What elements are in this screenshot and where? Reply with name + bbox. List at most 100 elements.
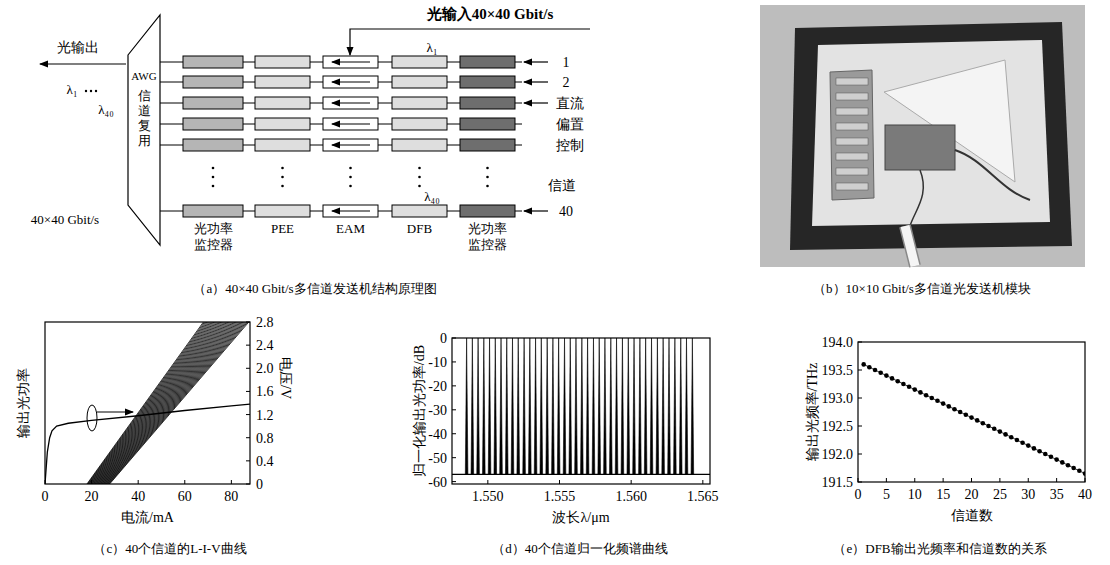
x-tick-label: 1.560 [615, 489, 647, 504]
spectral-peak [546, 338, 549, 474]
y-tick [452, 361, 456, 362]
data-point [1049, 455, 1054, 460]
data-line [87, 322, 203, 484]
data-point [1009, 435, 1014, 440]
x-axis-title: 电流/mA [121, 510, 175, 525]
device-box [460, 76, 515, 88]
plot-frame [452, 338, 710, 484]
device-box [392, 76, 447, 88]
data-point [1054, 457, 1059, 462]
device-box [183, 139, 243, 151]
column-label-line: PEE [271, 221, 294, 236]
device-box [323, 76, 378, 88]
device-box [460, 56, 515, 68]
data-line [101, 322, 232, 484]
device-box [460, 118, 515, 130]
x-axis-title: 信道数 [951, 508, 993, 523]
spectral-peak [505, 338, 508, 474]
device-box [255, 56, 310, 68]
y2-tick [246, 322, 250, 323]
eam-arrow [332, 210, 370, 211]
x-tick [559, 480, 560, 484]
data-point [929, 396, 934, 401]
data-point [1015, 438, 1020, 443]
x-tick-label: 5 [883, 487, 890, 502]
y2-axis-title: 电压/V [278, 357, 293, 399]
photo-chip [836, 138, 868, 145]
y2-tick [246, 460, 250, 461]
bias-label-line: 偏置 [556, 117, 584, 132]
x-tick [914, 478, 915, 482]
data-line [89, 322, 208, 484]
data-point [1032, 446, 1037, 451]
spectral-peak [488, 338, 491, 474]
y2-tick [246, 484, 250, 485]
data-line [91, 322, 212, 484]
device-box [323, 56, 378, 68]
data-point [918, 390, 923, 395]
data-point [884, 373, 889, 378]
photo-chip [836, 183, 868, 190]
panel-caption: （e）DFB输出光频率和信道数的关系 [833, 541, 1046, 556]
y-tick-label: 191.5 [822, 475, 854, 490]
data-point [1077, 469, 1082, 474]
channel-label: 2 [563, 75, 570, 90]
data-point [986, 424, 991, 429]
device-box [392, 56, 447, 68]
x-tick-label: 1.555 [544, 489, 576, 504]
spectral-peak [581, 338, 584, 474]
column-label-line: EAM [336, 221, 365, 236]
y-tick-label: 192.5 [822, 419, 854, 434]
x-axis-title: 波长λ/μm [552, 510, 609, 525]
ellipsis-dot [418, 167, 421, 170]
ellipsis-dot [212, 167, 215, 170]
spectral-peak [633, 338, 636, 474]
plot-marks [452, 338, 710, 474]
x-tick-label: 0 [42, 489, 49, 504]
data-line [95, 322, 219, 484]
figure: AWG信道复用光输出λ₁λ₄₀40×40 Gbit/s光输入40×40 Gbit… [0, 0, 1110, 565]
spectral-peak [511, 338, 514, 474]
panel-caption: （d）40个信道归一化频谱曲线 [492, 541, 668, 556]
y-tick [452, 338, 456, 339]
awg-function-line: 道 [138, 103, 151, 118]
spectral-peak [674, 338, 677, 474]
spectral-peak [557, 338, 560, 474]
y-tick-label: -40 [428, 427, 447, 442]
y2-tick [246, 437, 250, 438]
y2-tick-label: 1.2 [256, 408, 274, 423]
data-line [105, 322, 240, 484]
y2-tick-label: 0 [256, 477, 263, 492]
plot-frame [45, 322, 250, 484]
photo-chip [836, 108, 868, 115]
y-tick [858, 454, 862, 455]
data-line [864, 364, 1085, 473]
device-box [183, 205, 243, 217]
spectral-peak [604, 338, 607, 474]
data-point [1071, 466, 1076, 471]
column-label-line: 监控器 [194, 237, 233, 252]
y2-tick [246, 345, 250, 346]
plot-marks [45, 322, 250, 484]
drive-arrow [524, 81, 548, 82]
x-tick [886, 478, 887, 482]
spectral-peak [534, 338, 537, 474]
channel-label: 40 [559, 204, 573, 219]
ellipsis-dot [85, 90, 87, 92]
y-tick-label: -30 [428, 403, 447, 418]
column-label-line: DFB [407, 221, 433, 236]
data-point [975, 418, 980, 423]
data-point [981, 421, 986, 426]
panel-caption: （a）40×40 Gbit/s多信道发送机结构原理图 [193, 281, 436, 296]
spectral-peak [610, 338, 613, 474]
data-line [92, 322, 214, 484]
y2-tick-label: 2.0 [256, 361, 274, 376]
device-box [183, 118, 243, 130]
photo-chip [836, 93, 868, 100]
data-line [106, 322, 241, 484]
spectral-peak [569, 338, 572, 474]
x-tick [138, 480, 139, 484]
x-tick [184, 480, 185, 484]
column-label: 光功率监控器 [194, 221, 233, 252]
y2-tick-label: 1.6 [256, 384, 274, 399]
